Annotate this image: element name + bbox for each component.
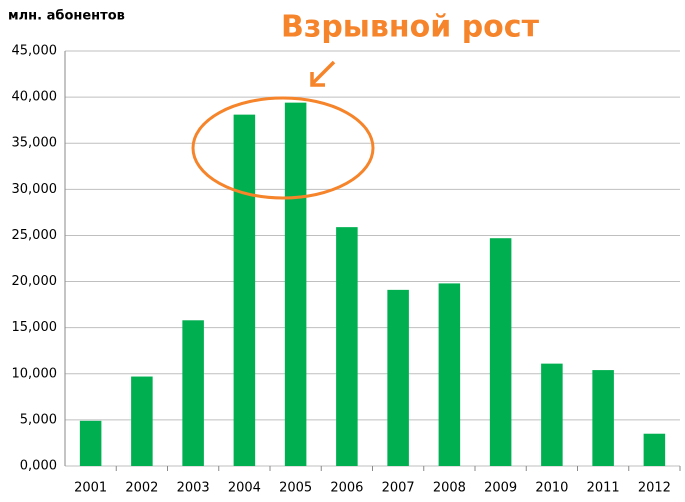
y-tick-label: 10,000 — [12, 366, 58, 381]
x-tick-label: 2004 — [228, 481, 261, 496]
bar — [233, 114, 256, 466]
bar — [336, 227, 358, 466]
x-tick-label: 2007 — [382, 481, 415, 496]
x-tick-label: 2002 — [125, 481, 158, 496]
y-tick-label: 30,000 — [12, 182, 58, 197]
y-tick-label: 20,000 — [12, 274, 58, 289]
x-tick-label: 2012 — [638, 481, 671, 496]
y-tick-label: 35,000 — [12, 136, 58, 151]
y-tick-label: 5,000 — [20, 412, 57, 427]
x-tick-label: 2006 — [330, 481, 363, 496]
annotation: Взрывной рост — [281, 10, 540, 45]
x-tick-label: 2009 — [484, 481, 517, 496]
highlight-ellipse — [191, 96, 375, 200]
x-tick-label: 2003 — [177, 481, 210, 496]
bar — [592, 370, 614, 466]
arrow — [310, 60, 336, 87]
bar — [438, 283, 461, 466]
y-tick-label: 45,000 — [12, 44, 58, 59]
bar — [387, 289, 409, 466]
x-tick-label: 2010 — [535, 481, 568, 496]
bar — [79, 420, 102, 466]
y-tick-label: 0,000 — [20, 459, 57, 474]
x-tick-label: 2011 — [587, 481, 620, 496]
x-tick-label: 2005 — [279, 481, 312, 496]
plot-area: 0,000 5,000 10,000 15,000 20,000 25,000 30,000… — [12, 44, 681, 496]
bar — [643, 433, 666, 466]
x-tick-label: 2008 — [433, 481, 466, 496]
x-tick-label: 2001 — [74, 481, 107, 496]
bar — [131, 376, 153, 466]
bar — [541, 363, 563, 466]
bar — [182, 320, 204, 466]
y-tick-label: 25,000 — [12, 228, 58, 243]
y-axis-label: млн. абонентов — [8, 9, 125, 24]
bar — [489, 238, 512, 466]
bar — [284, 102, 307, 467]
y-tick-label: 40,000 — [12, 90, 58, 105]
y-tick-label: 15,000 — [12, 320, 58, 335]
